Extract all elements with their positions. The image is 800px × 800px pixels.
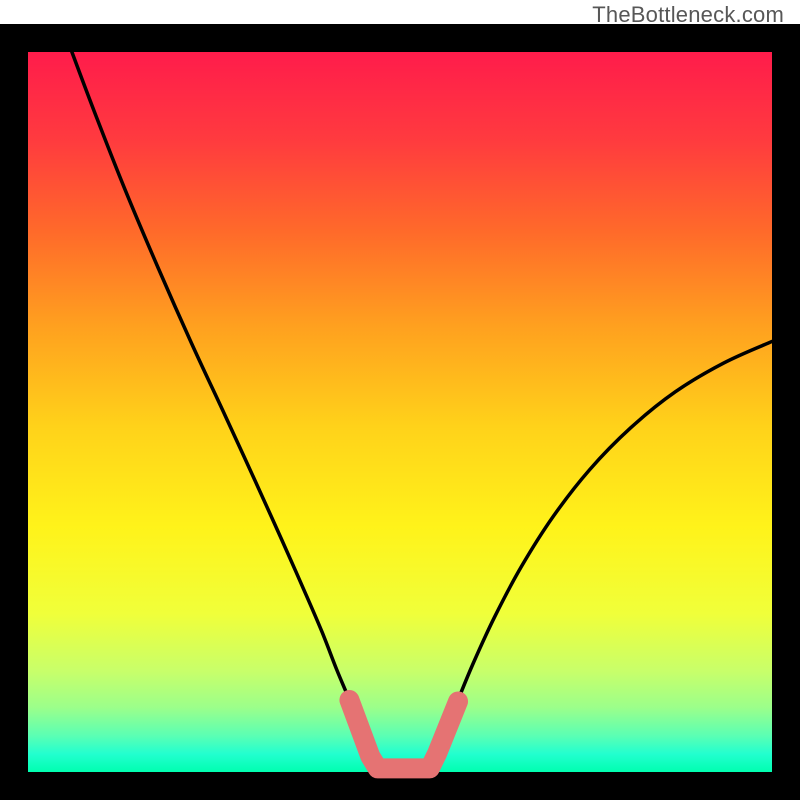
watermark-text: TheBottleneck.com bbox=[592, 2, 784, 28]
bottleneck-chart bbox=[0, 0, 800, 800]
chart-canvas: TheBottleneck.com bbox=[0, 0, 800, 800]
plot-background bbox=[28, 52, 772, 772]
